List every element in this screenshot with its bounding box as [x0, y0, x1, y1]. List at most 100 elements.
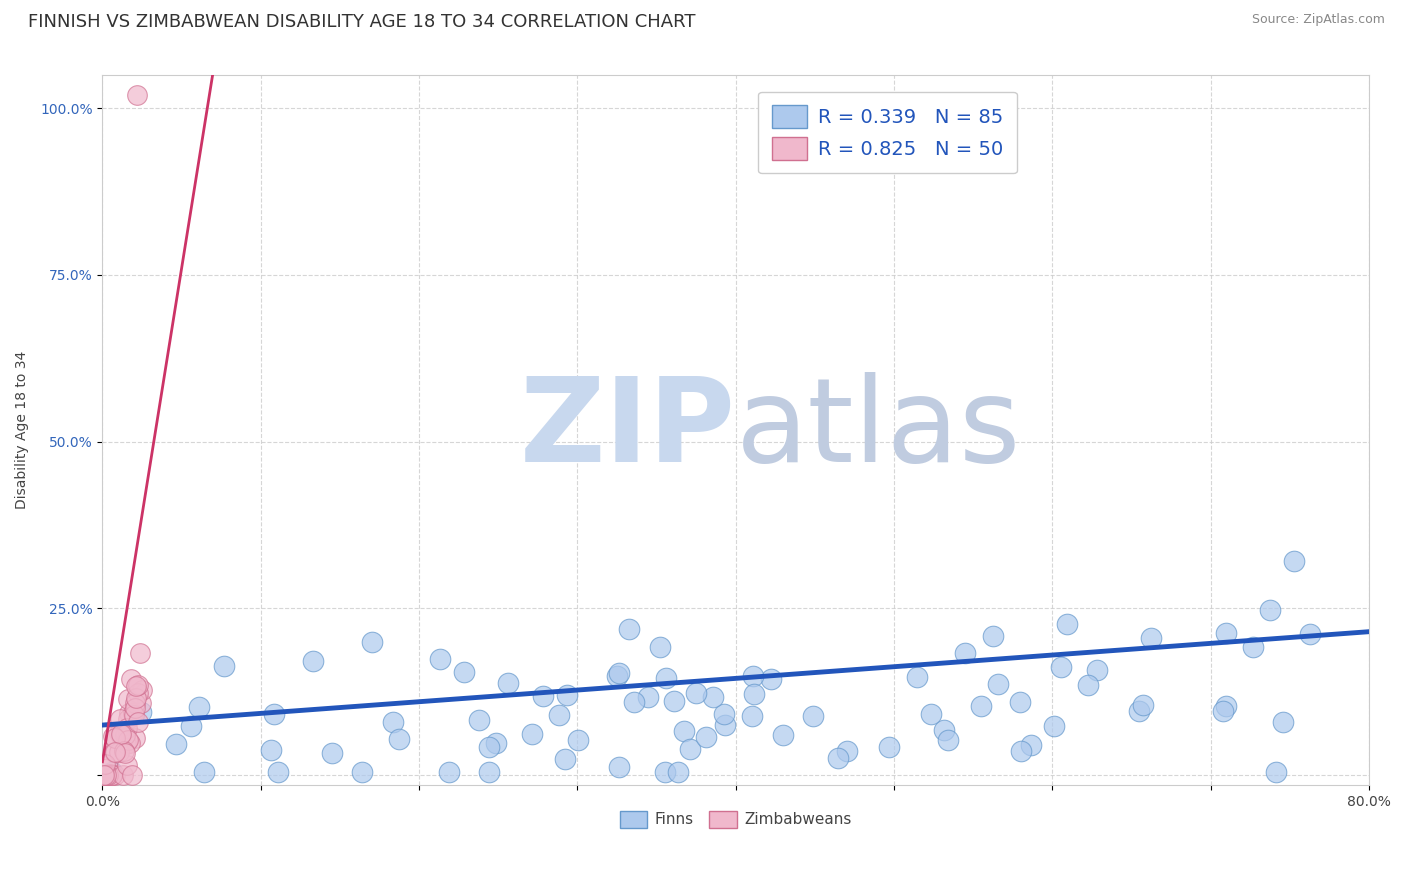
- Point: [1258, 603, 1281, 617]
- Point: [111, 768, 134, 782]
- Point: [617, 622, 640, 636]
- Point: [905, 671, 928, 685]
- Point: [695, 730, 717, 744]
- Point: [637, 690, 659, 704]
- Point: [1215, 698, 1237, 713]
- Point: [115, 737, 138, 751]
- Point: [936, 732, 959, 747]
- Point: [801, 708, 824, 723]
- Point: [98, 767, 121, 781]
- Point: [117, 733, 139, 747]
- Point: [673, 723, 696, 738]
- Point: [1077, 678, 1099, 692]
- Point: [127, 678, 149, 692]
- Point: [468, 714, 491, 728]
- Point: [1128, 704, 1150, 718]
- Point: [679, 741, 702, 756]
- Point: [110, 729, 132, 743]
- Point: [920, 706, 942, 721]
- Point: [520, 727, 543, 741]
- Point: [101, 768, 124, 782]
- Point: [1284, 554, 1306, 568]
- Point: [104, 731, 127, 745]
- Point: [741, 669, 763, 683]
- Point: [93, 757, 115, 772]
- Point: [437, 764, 460, 779]
- Point: [485, 736, 508, 750]
- Point: [685, 686, 707, 700]
- Point: [127, 87, 149, 102]
- Point: [609, 665, 631, 680]
- Point: [114, 747, 136, 761]
- Point: [124, 731, 146, 745]
- Point: [742, 687, 765, 701]
- Point: [321, 746, 343, 760]
- Point: [129, 646, 152, 660]
- Point: [302, 654, 325, 668]
- Point: [1212, 704, 1234, 718]
- Point: [1215, 626, 1237, 640]
- Point: [193, 764, 215, 779]
- Point: [1140, 631, 1163, 645]
- Point: [125, 691, 148, 706]
- Point: [429, 652, 451, 666]
- Point: [120, 672, 142, 686]
- Point: [124, 696, 146, 710]
- Point: [1132, 698, 1154, 713]
- Point: [662, 694, 685, 708]
- Point: [1299, 626, 1322, 640]
- Point: [981, 629, 1004, 643]
- Point: [478, 739, 501, 754]
- Point: [96, 768, 118, 782]
- Point: [533, 689, 555, 703]
- Point: [127, 715, 149, 730]
- Point: [623, 695, 645, 709]
- Point: [108, 725, 131, 739]
- Point: [103, 745, 125, 759]
- Point: [714, 718, 737, 732]
- Point: [388, 731, 411, 746]
- Point: [555, 688, 578, 702]
- Point: [453, 665, 475, 680]
- Point: [1241, 640, 1264, 655]
- Point: [361, 634, 384, 648]
- Point: [104, 745, 127, 759]
- Point: [827, 751, 849, 765]
- Point: [1265, 764, 1288, 779]
- Point: [101, 729, 124, 743]
- Point: [118, 706, 141, 721]
- Text: ZIP: ZIP: [520, 373, 735, 487]
- Point: [110, 727, 132, 741]
- Point: [263, 706, 285, 721]
- Point: [121, 706, 143, 721]
- Point: [124, 700, 146, 714]
- Point: [165, 737, 187, 751]
- Point: [606, 668, 628, 682]
- Point: [114, 727, 136, 741]
- Point: [93, 768, 115, 782]
- Point: [498, 676, 520, 690]
- Point: [117, 691, 139, 706]
- Point: [112, 744, 135, 758]
- Point: [108, 712, 131, 726]
- Point: [1085, 663, 1108, 677]
- Point: [115, 733, 138, 747]
- Point: [212, 658, 235, 673]
- Text: FINNISH VS ZIMBABWEAN DISABILITY AGE 18 TO 34 CORRELATION CHART: FINNISH VS ZIMBABWEAN DISABILITY AGE 18 …: [28, 13, 696, 31]
- Point: [180, 719, 202, 733]
- Point: [932, 723, 955, 737]
- Point: [567, 732, 589, 747]
- Text: atlas: atlas: [735, 373, 1021, 487]
- Point: [94, 768, 117, 782]
- Point: [124, 679, 146, 693]
- Legend: Finns, Zimbabweans: Finns, Zimbabweans: [613, 805, 858, 834]
- Point: [381, 714, 404, 729]
- Point: [702, 690, 724, 704]
- Point: [108, 746, 131, 760]
- Point: [97, 761, 120, 775]
- Point: [97, 768, 120, 782]
- Point: [1056, 617, 1078, 632]
- Point: [772, 728, 794, 742]
- Point: [131, 683, 153, 698]
- Point: [260, 743, 283, 757]
